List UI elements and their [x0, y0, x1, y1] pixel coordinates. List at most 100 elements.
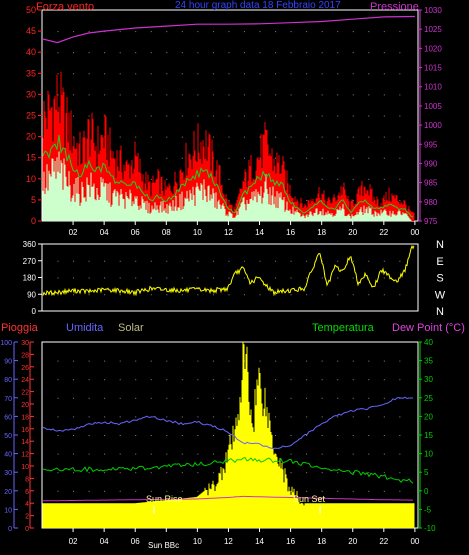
grid-dot — [383, 260, 385, 262]
grid-dot — [383, 136, 385, 138]
grid-dot — [243, 294, 245, 296]
grid-dot — [150, 435, 152, 436]
grid-dot — [290, 472, 292, 474]
grid-dot — [212, 379, 214, 381]
grid-dot — [57, 397, 59, 399]
grid-dot — [352, 260, 354, 262]
grid-dot — [104, 260, 106, 262]
grid-dot — [197, 294, 199, 296]
grid-dot — [197, 416, 199, 418]
grid-dot — [166, 73, 168, 75]
grid-dot — [290, 453, 292, 455]
grid-dot — [368, 115, 370, 117]
grid-dot — [135, 260, 137, 262]
grid-dot — [383, 416, 385, 418]
grid-dot — [228, 360, 230, 362]
grid-dot — [181, 115, 183, 117]
rain-ytick-label: 16 — [21, 427, 29, 434]
grid-dot — [228, 260, 230, 262]
grid-dot — [88, 435, 90, 436]
x-tick-label: 04 — [100, 228, 109, 237]
grid-dot — [228, 52, 230, 54]
grid-dot — [290, 260, 292, 262]
wind-ytick-label: 10 — [26, 174, 36, 184]
grid-dot — [150, 260, 152, 262]
grid-dot — [197, 453, 199, 455]
grid-dot — [135, 472, 137, 474]
grid-dot — [135, 277, 137, 279]
grid-dot — [352, 453, 354, 455]
grid-dot — [166, 453, 168, 455]
grid-dot — [119, 73, 121, 75]
grid-dot — [88, 277, 90, 279]
grid-dot — [352, 115, 354, 117]
grid-dot — [135, 453, 137, 455]
grid-dot — [88, 73, 90, 75]
pressure-ytick-label: 1005 — [424, 102, 442, 111]
grid-dot — [259, 31, 261, 33]
grid-dot — [243, 73, 245, 75]
grid-dot — [306, 178, 308, 180]
grid-dot — [88, 94, 90, 96]
grid-dot — [275, 416, 277, 418]
grid-dot — [306, 435, 308, 436]
sunrise-label: Sun Rise — [146, 494, 183, 504]
grid-dot — [228, 136, 230, 138]
rain-ytick-label: 0 — [25, 526, 29, 533]
grid-dot — [306, 52, 308, 54]
x-tick-label: 08 — [162, 228, 171, 237]
rain-ytick-label: 20 — [21, 402, 29, 409]
grid-dot — [368, 73, 370, 75]
x-tick-label: 18 — [317, 537, 326, 546]
grid-dot — [321, 52, 323, 54]
grid-dot — [275, 294, 277, 296]
wind-ytick-label: 45 — [26, 26, 36, 36]
grid-dot — [119, 360, 121, 362]
rain-ytick-label: 10 — [21, 464, 29, 471]
humidity-ytick-label: 90 — [4, 359, 12, 366]
temperature-ytick-label: 20 — [424, 412, 433, 421]
grid-dot — [181, 260, 183, 262]
grid-dot — [166, 157, 168, 159]
grid-dot — [212, 94, 214, 96]
grid-dot — [119, 52, 121, 54]
grid-dot — [306, 490, 308, 492]
grid-dot — [88, 360, 90, 362]
grid-dot — [306, 397, 308, 399]
grid-dot — [321, 294, 323, 296]
direction-ytick-label: 270 — [23, 257, 37, 266]
grid-dot — [399, 294, 401, 296]
grid-dot — [119, 115, 121, 117]
grid-dot — [166, 294, 168, 296]
grid-dot — [321, 277, 323, 279]
grid-dot — [275, 453, 277, 455]
x-tick-label: 20 — [348, 228, 357, 237]
dewpoint-line — [43, 495, 413, 502]
pressure-ytick-label: 1000 — [424, 121, 442, 130]
direction-ytick-label: 360 — [23, 240, 37, 249]
grid-dot — [57, 52, 59, 54]
grid-dot — [119, 94, 121, 96]
grid-dot — [228, 94, 230, 96]
grid-dot — [228, 294, 230, 296]
grid-dot — [259, 73, 261, 75]
grid-dot — [181, 379, 183, 381]
grid-dot — [275, 397, 277, 399]
grid-dot — [290, 136, 292, 138]
grid-dot — [197, 379, 199, 381]
grid-dot — [150, 136, 152, 138]
grid-dot — [166, 178, 168, 180]
grid-dot — [228, 379, 230, 381]
grid-dot — [275, 52, 277, 54]
temperature-ytick-label: 30 — [424, 375, 433, 384]
grid-dot — [321, 472, 323, 474]
rain-ytick-label: 30 — [21, 340, 29, 347]
grid-dot — [212, 277, 214, 279]
grid-dot — [57, 277, 59, 279]
grid-dot — [88, 472, 90, 474]
grid-dot — [88, 52, 90, 54]
grid-dot — [212, 472, 214, 474]
grid-dot — [321, 73, 323, 75]
grid-dot — [368, 94, 370, 96]
grid-dot — [259, 360, 261, 362]
